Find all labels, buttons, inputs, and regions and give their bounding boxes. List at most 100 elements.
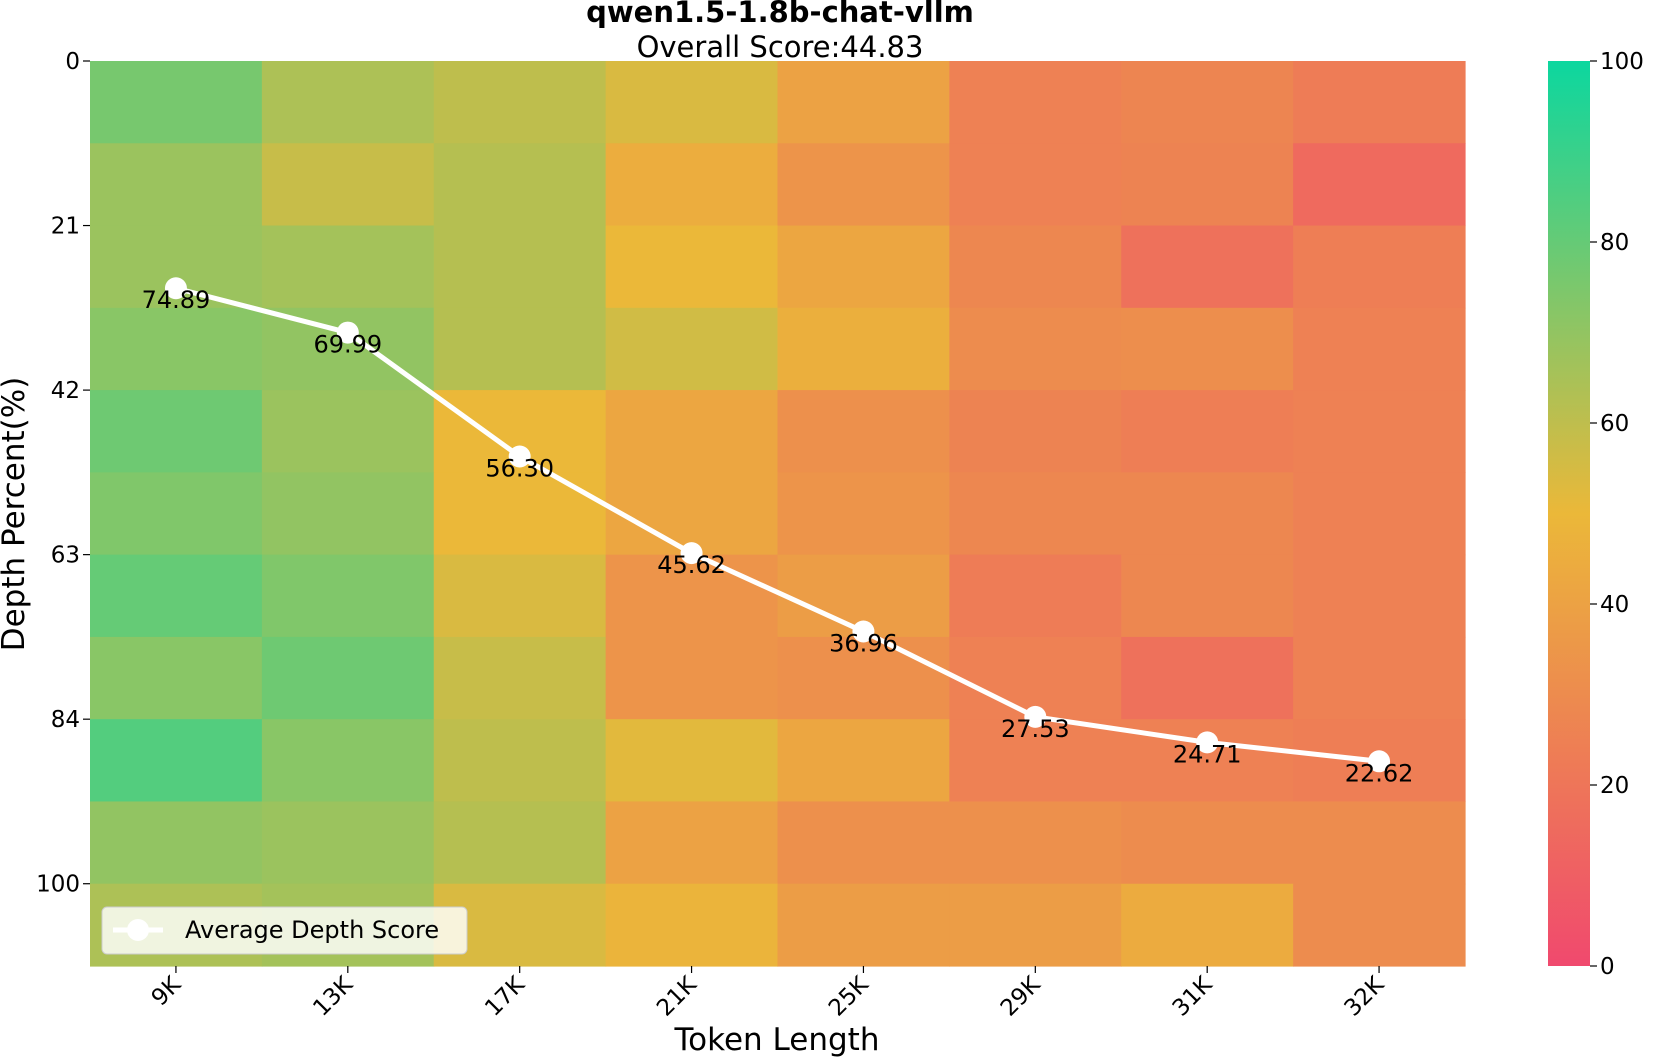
- heatmap-cell: [605, 554, 779, 638]
- heatmap-cell: [949, 390, 1122, 473]
- heatmap-cell: [777, 719, 950, 803]
- colorbar: 0 20 40 60 80 100: [1548, 49, 1644, 980]
- legend: Average Depth Score: [101, 906, 468, 955]
- heatmap-cell: [90, 143, 263, 227]
- colorbar-bar: [1548, 61, 1590, 966]
- heatmap-cell: [261, 472, 435, 556]
- average-depth-data-label: 24.71: [1173, 740, 1242, 768]
- colorbar-tick-label: 40: [1600, 592, 1629, 618]
- heatmap-cell: [90, 554, 263, 638]
- legend-label: Average Depth Score: [185, 916, 439, 944]
- heatmap-cell: [605, 61, 779, 144]
- average-depth-point: [852, 620, 875, 643]
- heatmap-cell: [1121, 472, 1294, 556]
- colorbar-tick-label: 20: [1600, 773, 1629, 799]
- heatmap-cell: [949, 801, 1122, 885]
- heatmap-cell: [949, 225, 1122, 309]
- x-tick-label: 17K: [480, 971, 530, 1021]
- heatmap-cell: [949, 472, 1122, 556]
- heatmap-cell: [90, 390, 263, 473]
- heatmap-cell: [605, 225, 779, 309]
- heatmap-cell: [777, 143, 950, 227]
- y-tick-label: 63: [51, 543, 80, 569]
- x-tick-label: 32K: [1340, 971, 1390, 1021]
- average-depth-line: 74.89 69.99 56.30 45.62 36.96 27.53 24.71 22.62: [142, 277, 1414, 787]
- heatmap-cell: [1121, 61, 1294, 144]
- heatmap-cell: [605, 719, 779, 803]
- heatmap-cell: [261, 719, 435, 803]
- y-tick-label: 84: [51, 707, 80, 733]
- x-tick-label: 29K: [996, 971, 1046, 1021]
- y-axis-label: Depth Percent(%): [0, 377, 32, 652]
- heatmap-cell: [777, 472, 950, 556]
- heatmap-cell: [90, 307, 263, 391]
- heatmap-cell: [1293, 883, 1466, 967]
- heatmap-cell: [90, 719, 263, 803]
- x-axis: 9K 13K 17K 21K 25K 29K 31K 32K: [147, 966, 1390, 1022]
- heatmap-cell: [433, 143, 607, 227]
- heatmap-cell: [433, 719, 607, 803]
- average-depth-point: [508, 445, 531, 468]
- heatmap-cell: [1293, 554, 1466, 638]
- heatmap-cell: [1121, 390, 1294, 473]
- average-depth-data-label: 45.62: [657, 551, 726, 579]
- y-tick-label: 0: [65, 49, 80, 75]
- heatmap-cell: [433, 554, 607, 638]
- heatmap-cell: [1121, 554, 1294, 638]
- heatmap-cell: [777, 225, 950, 309]
- heatmap-cell: [433, 636, 607, 720]
- x-tick-label: 21K: [652, 971, 702, 1021]
- heatmap-cell: [1293, 472, 1466, 556]
- y-tick-label: 21: [51, 214, 80, 240]
- average-depth-line-path: [175, 285, 1380, 764]
- heatmap-cell: [261, 801, 435, 885]
- heatmap-cell: [261, 636, 435, 720]
- heatmap-cell: [605, 307, 779, 391]
- heatmap-cell: [777, 883, 950, 967]
- legend-box: [101, 906, 468, 955]
- legend-marker-swatch: [127, 919, 149, 941]
- colorbar-tick-label: 80: [1600, 230, 1629, 256]
- average-depth-data-label: 22.62: [1345, 759, 1414, 787]
- heatmap-cell: [433, 801, 607, 885]
- average-depth-point: [164, 277, 187, 300]
- heatmap-cell: [90, 472, 263, 556]
- x-tick-label: 9K: [147, 971, 187, 1011]
- heatmap-cell: [433, 225, 607, 309]
- average-depth-data-label: 27.53: [1001, 715, 1070, 743]
- heatmap-cell: [433, 472, 607, 556]
- heatmap-cell: [90, 801, 263, 885]
- colorbar-tick-label: 0: [1600, 954, 1615, 980]
- chart-title: qwen1.5-1.8b-chat-vllm: [586, 0, 974, 29]
- heatmap-cell: [1293, 390, 1466, 473]
- heatmap-cell: [1293, 61, 1466, 144]
- heatmap-cell: [605, 390, 779, 473]
- average-depth-point: [680, 542, 703, 565]
- heatmap-cell: [1293, 225, 1466, 309]
- average-depth-data-label: 36.96: [829, 630, 898, 658]
- heatmap-cell: [605, 472, 779, 556]
- heatmap-cell: [90, 636, 263, 720]
- average-depth-data-label: 74.89: [142, 286, 211, 314]
- heatmap-cell: [777, 636, 950, 720]
- heatmap-cell: [949, 883, 1122, 967]
- heatmap-cell: [777, 390, 950, 473]
- heatmap-cell: [777, 307, 950, 391]
- heatmap-cell: [261, 225, 435, 309]
- average-depth-point: [1024, 705, 1047, 728]
- heatmap-cell: [605, 636, 779, 720]
- heatmap-cell: [949, 61, 1122, 144]
- heatmap-cell: [261, 61, 435, 144]
- heatmap-cell: [1293, 636, 1466, 720]
- heatmap-cell: [1293, 307, 1466, 391]
- heatmap-cell: [261, 390, 435, 473]
- x-tick-label: 13K: [308, 971, 358, 1021]
- x-tick-label: 31K: [1168, 971, 1218, 1021]
- heatmap-cell: [1121, 883, 1294, 967]
- heatmap-cell: [949, 307, 1122, 391]
- x-axis-label: Token Length: [674, 1022, 880, 1057]
- heatmap-cell: [777, 801, 950, 885]
- heatmap-cell: [949, 554, 1122, 638]
